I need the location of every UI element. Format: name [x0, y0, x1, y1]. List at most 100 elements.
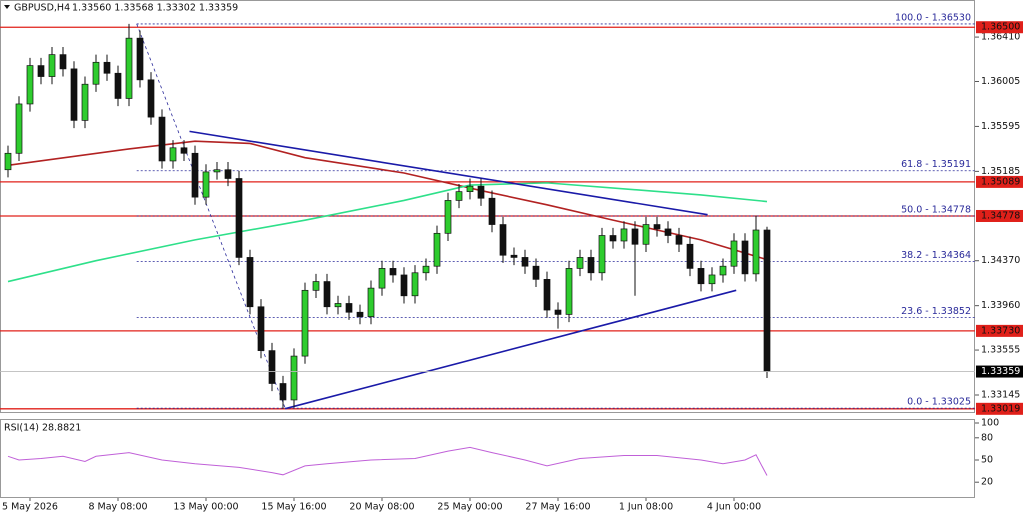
y-tick-label: 1.33555	[981, 345, 1020, 356]
candle-body	[26, 65, 34, 105]
candle-body	[664, 228, 672, 236]
x-tick-label: 20 May 08:00	[349, 502, 414, 513]
fib-label: 61.8 - 1.35191	[901, 159, 971, 170]
rsi-tick-label: 100	[981, 418, 999, 429]
candle-body	[213, 169, 221, 173]
candle-body	[565, 268, 573, 315]
trendline	[284, 289, 737, 410]
y-tick-label: 1.34370	[981, 255, 1020, 266]
candle-body	[378, 268, 386, 289]
ohlc-values: 1.33560 1.33568 1.33302 1.33359	[72, 3, 238, 14]
candle-body	[697, 268, 705, 285]
fib-label: 38.2 - 1.34364	[901, 250, 971, 261]
candle-body	[642, 224, 650, 245]
x-tick-label: 5 May 2026	[2, 502, 58, 513]
candle-body	[158, 116, 166, 162]
candle-body	[48, 54, 56, 77]
moving-average	[7, 182, 768, 283]
candle-body	[411, 272, 419, 297]
candle-body	[367, 287, 375, 317]
candle-body	[609, 235, 617, 242]
candle-body	[741, 240, 749, 275]
rsi-tick-label: 50	[981, 455, 993, 466]
x-tick-label: 4 Jun 00:00	[707, 502, 761, 513]
level-label: 1.35089	[981, 176, 1020, 187]
candle-body	[70, 68, 78, 121]
trendline	[189, 130, 708, 216]
candle-body	[763, 229, 771, 372]
main-pane	[0, 0, 975, 413]
candle-body	[356, 311, 364, 317]
menu-arrow	[4, 5, 10, 9]
candle-body	[400, 274, 408, 297]
candle-body	[620, 228, 628, 242]
last-price-box	[976, 365, 1023, 378]
candle-body	[477, 185, 485, 199]
level-label: 1.36500	[981, 22, 1020, 33]
candle-body	[235, 178, 243, 258]
candle-body	[92, 61, 100, 85]
y-tick-label: 1.33145	[981, 390, 1020, 401]
candle-body	[576, 257, 584, 269]
candle-body	[147, 79, 155, 118]
fib-label: 50.0 - 1.34778	[901, 204, 971, 215]
y-tick-label: 1.35185	[981, 166, 1020, 177]
candle-body	[532, 265, 540, 280]
level-box	[976, 21, 1023, 34]
moving-average	[7, 140, 768, 261]
candle-body	[719, 265, 727, 276]
candle-body	[202, 171, 210, 198]
level-label: 1.34778	[981, 210, 1020, 221]
candle-body	[598, 235, 606, 274]
level-box	[976, 324, 1023, 337]
level-label: 1.33019	[981, 403, 1020, 414]
candle-body	[4, 152, 12, 171]
candle-body	[510, 254, 518, 258]
rsi-line	[7, 446, 768, 476]
candle-body	[15, 103, 23, 154]
candle-body	[37, 65, 45, 77]
candle-body	[334, 303, 342, 308]
candle-body	[675, 235, 683, 245]
candle-body	[422, 265, 430, 274]
y-tick-label: 1.36410	[981, 32, 1020, 43]
candle-body	[686, 243, 694, 269]
candle-body	[653, 224, 661, 230]
candle-body	[389, 268, 397, 276]
x-tick-label: 13 May 00:00	[173, 502, 238, 513]
x-tick-label: 1 Jun 08:00	[619, 502, 673, 513]
candle-body	[730, 240, 738, 267]
rsi-tick-label: 80	[981, 432, 993, 443]
level-box	[976, 402, 1023, 415]
y-tick-label: 1.33960	[981, 300, 1020, 311]
candle-body	[268, 350, 276, 384]
y-tick-label: 1.35595	[981, 121, 1020, 132]
candle-body	[103, 61, 111, 74]
candle-body	[543, 279, 551, 311]
candle-body	[433, 232, 441, 267]
candle-body	[466, 185, 474, 193]
rsi-title: RSI(14) 28.8821	[4, 423, 81, 434]
y-tick-label: 1.36005	[981, 76, 1020, 87]
candle-body	[708, 274, 716, 285]
x-tick-label: 15 May 16:00	[261, 502, 326, 513]
x-tick-label: 8 May 08:00	[88, 502, 147, 513]
candle-body	[246, 257, 254, 308]
candle-body	[59, 54, 67, 70]
symbol: GBPUSD,H4	[14, 3, 70, 14]
candle-body	[587, 257, 595, 274]
level-box	[976, 209, 1023, 222]
candle-body	[125, 37, 133, 99]
candle-body	[290, 355, 298, 401]
candle-body	[312, 281, 320, 291]
candle-body	[323, 281, 331, 308]
candle-body	[180, 147, 188, 154]
candle-body	[114, 72, 122, 99]
candle-body	[521, 257, 529, 267]
rsi-pane	[0, 419, 975, 498]
candle-body	[136, 37, 144, 81]
candle-body	[81, 83, 89, 121]
candle-body	[279, 383, 287, 401]
candle-body	[631, 228, 639, 245]
